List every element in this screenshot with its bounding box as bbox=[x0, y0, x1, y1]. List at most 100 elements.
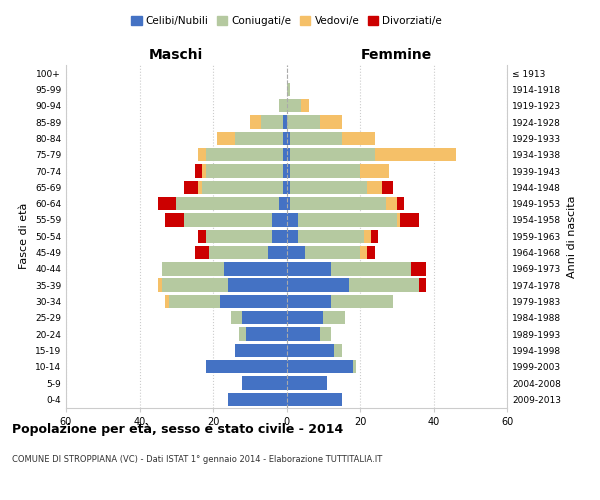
Bar bbox=[194, 246, 209, 259]
Bar bbox=[287, 164, 290, 177]
Bar bbox=[161, 278, 228, 292]
Bar bbox=[287, 262, 331, 276]
Bar bbox=[283, 116, 287, 129]
Bar bbox=[242, 376, 287, 390]
Bar bbox=[239, 328, 246, 341]
Bar bbox=[397, 197, 404, 210]
Bar bbox=[158, 197, 176, 210]
Bar bbox=[287, 214, 298, 226]
Bar bbox=[386, 197, 397, 210]
Bar bbox=[287, 344, 334, 357]
Bar bbox=[367, 180, 382, 194]
Bar bbox=[287, 295, 331, 308]
Bar bbox=[341, 132, 374, 145]
Bar bbox=[412, 262, 426, 276]
Bar bbox=[290, 197, 386, 210]
Bar bbox=[220, 295, 287, 308]
Text: Maschi: Maschi bbox=[149, 48, 203, 62]
Bar bbox=[202, 164, 206, 177]
Bar bbox=[290, 164, 360, 177]
Bar bbox=[279, 197, 287, 210]
Bar bbox=[232, 311, 242, 324]
Bar bbox=[198, 230, 206, 243]
Bar bbox=[272, 214, 287, 226]
Bar bbox=[287, 360, 353, 374]
Bar bbox=[206, 164, 283, 177]
Bar bbox=[287, 328, 320, 341]
Bar bbox=[235, 344, 287, 357]
Bar bbox=[287, 278, 349, 292]
Bar bbox=[290, 180, 367, 194]
Bar bbox=[305, 246, 360, 259]
Bar bbox=[382, 180, 393, 194]
Bar bbox=[290, 148, 375, 162]
Bar bbox=[287, 197, 290, 210]
Bar bbox=[364, 230, 371, 243]
Bar bbox=[287, 180, 290, 194]
Bar bbox=[279, 99, 287, 112]
Bar bbox=[184, 214, 272, 226]
Bar bbox=[283, 132, 287, 145]
Bar bbox=[165, 214, 184, 226]
Bar bbox=[217, 132, 235, 145]
Bar bbox=[287, 116, 320, 129]
Bar bbox=[272, 230, 287, 243]
Bar bbox=[290, 132, 341, 145]
Bar bbox=[371, 230, 379, 243]
Bar bbox=[228, 392, 287, 406]
Bar bbox=[360, 246, 367, 259]
Bar bbox=[397, 214, 400, 226]
Bar bbox=[235, 132, 283, 145]
Bar bbox=[228, 278, 287, 292]
Bar bbox=[261, 116, 283, 129]
Bar bbox=[374, 148, 455, 162]
Text: Popolazione per età, sesso e stato civile - 2014: Popolazione per età, sesso e stato civil… bbox=[12, 422, 343, 436]
Bar bbox=[246, 328, 287, 341]
Bar bbox=[184, 180, 198, 194]
Bar bbox=[320, 116, 341, 129]
Bar bbox=[353, 360, 356, 374]
Bar bbox=[198, 148, 206, 162]
Bar bbox=[287, 246, 305, 259]
Bar bbox=[298, 230, 364, 243]
Bar bbox=[224, 262, 287, 276]
Bar bbox=[283, 164, 287, 177]
Text: COMUNE DI STROPPIANA (VC) - Dati ISTAT 1° gennaio 2014 - Elaborazione TUTTITALIA: COMUNE DI STROPPIANA (VC) - Dati ISTAT 1… bbox=[12, 455, 382, 464]
Legend: Celibi/Nubili, Coniugati/e, Vedovi/e, Divorziati/e: Celibi/Nubili, Coniugati/e, Vedovi/e, Di… bbox=[127, 12, 446, 30]
Bar bbox=[283, 148, 287, 162]
Bar bbox=[268, 246, 287, 259]
Bar bbox=[176, 197, 279, 210]
Bar bbox=[334, 344, 341, 357]
Bar bbox=[298, 214, 397, 226]
Bar bbox=[287, 392, 341, 406]
Bar bbox=[320, 328, 331, 341]
Bar bbox=[331, 295, 393, 308]
Bar bbox=[287, 376, 327, 390]
Bar bbox=[287, 83, 290, 96]
Bar bbox=[367, 246, 375, 259]
Bar bbox=[331, 262, 412, 276]
Y-axis label: Anni di nascita: Anni di nascita bbox=[566, 195, 577, 278]
Bar bbox=[206, 148, 283, 162]
Bar bbox=[360, 164, 389, 177]
Bar bbox=[250, 116, 261, 129]
Bar bbox=[287, 99, 301, 112]
Y-axis label: Fasce di età: Fasce di età bbox=[19, 203, 29, 270]
Bar bbox=[301, 99, 308, 112]
Bar bbox=[419, 278, 426, 292]
Bar bbox=[400, 214, 419, 226]
Bar bbox=[161, 262, 224, 276]
Bar bbox=[206, 360, 287, 374]
Bar bbox=[169, 295, 220, 308]
Bar bbox=[287, 311, 323, 324]
Bar bbox=[349, 278, 419, 292]
Bar bbox=[194, 164, 202, 177]
Bar bbox=[287, 230, 298, 243]
Text: Femmine: Femmine bbox=[361, 48, 433, 62]
Bar bbox=[209, 246, 268, 259]
Bar bbox=[158, 278, 161, 292]
Bar bbox=[242, 311, 287, 324]
Bar bbox=[283, 180, 287, 194]
Bar bbox=[202, 180, 283, 194]
Bar bbox=[198, 180, 202, 194]
